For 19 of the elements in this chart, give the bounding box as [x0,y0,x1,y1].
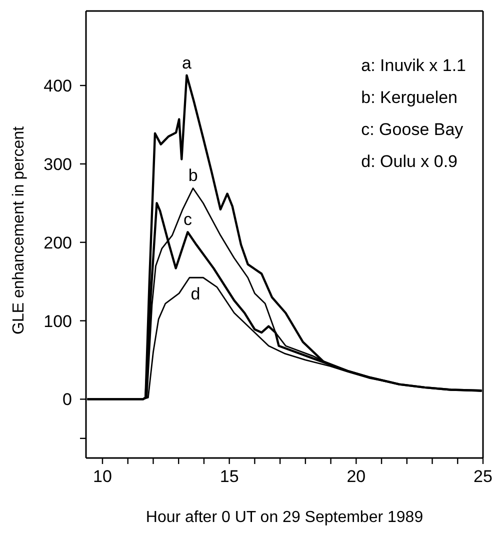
x-axis-title: Hour after 0 UT on 29 September 1989 [146,509,424,526]
y-tick-label: 400 [44,76,72,96]
series-label: d [190,284,200,304]
annotation: b: Kerguelen [361,87,459,109]
x-tick-label: 20 [346,467,366,486]
y-tick-label: 100 [44,312,72,331]
annotation: d: Oulu x 0.9 [361,151,458,173]
series-label: b [188,166,198,186]
annotation: c: Goose Bay [361,119,464,141]
series-label: a [182,53,192,72]
series-label: c [183,210,192,230]
x-tick-label: 15 [220,467,239,486]
annotation: a: Inuvik x 1.1 [361,55,466,77]
x-tick-label: 25 [474,467,492,486]
y-tick-label: 0 [62,390,72,410]
y-tick-label: 200 [44,233,72,252]
x-tick-label: 10 [93,467,112,486]
y-axis-title: GLE enhancement in percent [10,126,28,334]
y-tick-label: 300 [44,154,72,174]
